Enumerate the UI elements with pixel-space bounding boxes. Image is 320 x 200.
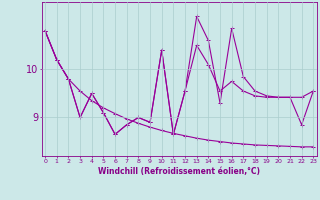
- X-axis label: Windchill (Refroidissement éolien,°C): Windchill (Refroidissement éolien,°C): [98, 167, 260, 176]
